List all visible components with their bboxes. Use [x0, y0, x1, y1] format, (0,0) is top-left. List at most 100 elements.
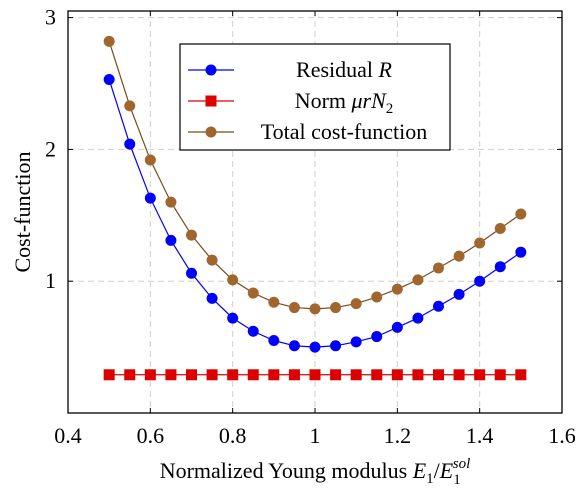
series-2	[103, 35, 527, 315]
data-point	[309, 341, 321, 353]
data-point	[186, 369, 197, 381]
data-point	[268, 296, 280, 308]
data-point	[124, 138, 136, 150]
y-axis-title: Cost-function	[10, 152, 35, 273]
data-point	[371, 331, 383, 343]
data-point	[412, 369, 424, 381]
x-axis-title-sub2: 1	[453, 472, 461, 488]
legend-marker-total	[205, 126, 217, 138]
series-layer	[103, 35, 527, 381]
legend-entry-residual: Residual R	[188, 57, 393, 82]
legend-label-norm-sub: 2	[386, 101, 394, 117]
data-point	[412, 312, 424, 324]
data-point	[433, 369, 444, 381]
data-point	[391, 283, 403, 295]
data-point	[309, 369, 321, 381]
data-point	[268, 335, 280, 347]
x-tick-label: 1.2	[384, 423, 412, 448]
data-point	[515, 246, 527, 258]
x-tick-label: 1	[310, 423, 321, 448]
legend-label-norm-var: μrN	[351, 88, 388, 113]
data-point	[494, 369, 506, 381]
data-point	[412, 274, 424, 286]
data-point	[350, 298, 362, 310]
series-1	[103, 369, 527, 381]
legend-entry-norm: Norm μrN2	[188, 88, 393, 117]
data-point	[371, 369, 383, 381]
data-point	[494, 222, 506, 234]
data-point	[453, 369, 465, 381]
legend-label-total: Total cost-function	[261, 119, 427, 144]
data-point	[330, 302, 342, 314]
x-tick-label: 0.8	[219, 423, 247, 448]
legend-marker-norm	[205, 95, 217, 107]
data-point	[206, 254, 218, 266]
data-point	[474, 369, 486, 381]
data-point	[103, 35, 115, 47]
legend-label-total-text: Total cost-function	[261, 119, 427, 144]
data-point	[350, 369, 362, 381]
y-tick-label: 2	[45, 136, 56, 161]
data-point	[165, 196, 177, 208]
x-axis-title-prefix: Normalized Young modulus	[160, 458, 413, 483]
x-axis-title-e: E	[412, 458, 427, 483]
x-axis-title-sub1: 1	[426, 471, 434, 487]
y-tick-label: 3	[45, 5, 56, 30]
data-point	[124, 100, 136, 112]
axis-ticks: 0.4 0.6 0.8 1 1.2 1.4 1.6 1 2 3	[45, 5, 576, 448]
legend-label-residual: Residual R	[296, 57, 393, 82]
data-point	[515, 369, 527, 381]
data-point	[144, 192, 156, 204]
legend-label-residual-text: Residual	[296, 57, 379, 82]
y-tick-label: 1	[45, 268, 56, 293]
data-point	[165, 369, 177, 381]
data-point	[433, 262, 444, 274]
x-axis-title-e2: E	[439, 458, 454, 483]
data-point	[144, 154, 156, 166]
data-point	[247, 287, 259, 299]
x-axis-title-sup: sol	[453, 456, 471, 472]
data-point	[350, 336, 362, 348]
legend-label-norm: Norm μrN2	[295, 88, 394, 117]
x-tick-label: 0.4	[54, 423, 82, 448]
data-point	[391, 321, 403, 333]
series-0	[103, 74, 527, 353]
data-point	[391, 369, 403, 381]
legend-entry-total: Total cost-function	[188, 119, 427, 144]
data-point	[288, 340, 300, 352]
data-point	[288, 369, 300, 381]
legend-label-norm-text: Norm	[295, 88, 352, 113]
data-point	[474, 237, 486, 249]
data-point	[103, 369, 115, 381]
x-axis-title-slash: /	[434, 458, 441, 483]
data-point	[227, 274, 239, 286]
data-point	[268, 369, 280, 381]
data-point	[165, 234, 177, 246]
data-point	[247, 369, 259, 381]
legend-marker-residual	[205, 64, 217, 76]
data-point	[227, 369, 239, 381]
data-point	[288, 302, 300, 314]
data-point	[206, 369, 218, 381]
data-point	[124, 369, 136, 381]
x-tick-label: 0.6	[137, 423, 165, 448]
data-point	[186, 267, 197, 279]
data-point	[144, 369, 156, 381]
data-point	[330, 340, 342, 352]
data-point	[474, 275, 486, 287]
data-point	[494, 261, 506, 273]
data-point	[371, 291, 383, 303]
data-point	[453, 288, 465, 300]
data-point	[453, 250, 465, 262]
data-point	[227, 312, 239, 324]
x-tick-label: 1.6	[548, 423, 576, 448]
data-point	[515, 208, 527, 220]
data-point	[309, 303, 321, 315]
x-axis-title: Normalized Young modulus E1/E1sol	[160, 456, 471, 488]
data-point	[186, 229, 197, 241]
data-point	[247, 325, 259, 337]
data-point	[103, 74, 115, 86]
legend: Residual R Norm μrN2 Total cost-function	[179, 43, 451, 151]
legend-label-residual-var: R	[378, 57, 393, 82]
